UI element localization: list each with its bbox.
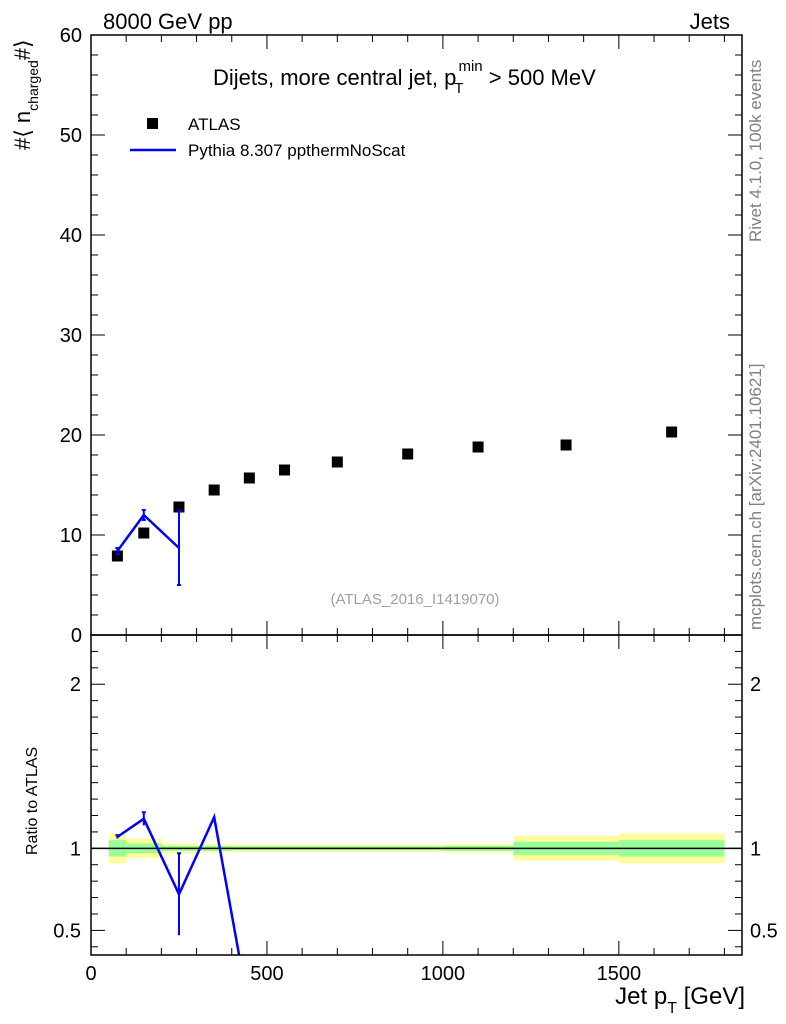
x-tick-label: 1500 xyxy=(597,963,642,985)
main-y-axis-label: #⟨ ncharged#⟩ xyxy=(10,39,41,150)
main-series-group xyxy=(111,426,678,586)
legend: ATLAS Pythia 8.307 ppthermNoScat xyxy=(130,115,406,160)
ratio-y-tick-label-right: 1 xyxy=(750,838,761,860)
x-tick-label: 500 xyxy=(250,963,283,985)
atlas-data-point xyxy=(331,456,343,468)
x-axis-label: Jet pT [GeV] xyxy=(615,983,745,1017)
rivet-version-label: Rivet 4.1.0, 100k events xyxy=(746,60,765,242)
xlabel-main-text: Jet p xyxy=(615,983,667,1010)
xlabel-tail-text: [GeV] xyxy=(677,983,745,1010)
axis-ticks xyxy=(90,34,742,955)
title-main-text: Dijets, more central jet, p xyxy=(213,65,456,90)
main-y-tick-label: 30 xyxy=(60,325,82,347)
ratio-y-tick-label-right: 0.5 xyxy=(750,920,778,942)
atlas-data-point xyxy=(111,550,123,562)
ratio-series-group xyxy=(115,811,241,955)
title-subscript: T xyxy=(454,80,463,97)
atlas-data-point xyxy=(472,441,484,453)
x-tick-label: 0 xyxy=(85,963,96,985)
atlas-data-point xyxy=(560,439,572,451)
legend-pythia-label: Pythia 8.307 ppthermNoScat xyxy=(188,141,406,160)
source-url-label: mcplots.cern.ch [arXiv:2401.10621] xyxy=(746,364,765,630)
ylabel-tail-text: #⟩ xyxy=(10,39,35,60)
x-tick-label: 1000 xyxy=(421,963,466,985)
main-y-tick-label: 20 xyxy=(60,425,82,447)
main-plot-title: Dijets, more central jet, pTmin > 500 Me… xyxy=(213,58,596,97)
atlas-data-point xyxy=(173,501,185,513)
ylabel-subscript: charged xyxy=(25,60,41,111)
header-right-label: Jets xyxy=(690,9,730,34)
atlas-data-point xyxy=(243,472,255,484)
main-y-tick-label: 50 xyxy=(60,125,82,147)
main-y-tick-label: 60 xyxy=(60,25,82,47)
title-superscript: min xyxy=(458,58,482,75)
legend-atlas-marker xyxy=(147,118,158,129)
atlas-data-point xyxy=(208,484,220,496)
atlas-data-point xyxy=(402,448,414,460)
title-tail-text: > 500 MeV xyxy=(483,65,596,90)
plot-layer: 0 500 1000 1500 0 10 20 30 40 50 60 0.5 0.5 1 1 2 2 xyxy=(53,25,778,985)
main-y-tick-label: 10 xyxy=(60,525,82,547)
legend-atlas-label: ATLAS xyxy=(188,115,241,134)
xlabel-subscript: T xyxy=(667,1000,677,1017)
ratio-plot-frame xyxy=(90,634,743,956)
analysis-watermark: (ATLAS_2016_I1419070) xyxy=(330,591,499,608)
header-left-label: 8000 GeV pp xyxy=(103,9,233,34)
main-y-tick-label: 40 xyxy=(60,225,82,247)
atlas-data-point xyxy=(279,464,291,476)
ratio-y-axis-label: Ratio to ATLAS xyxy=(24,747,41,855)
atlas-data-point xyxy=(666,426,678,438)
ratio-y-tick-label-left: 2 xyxy=(70,674,81,696)
ylabel-main-text: #⟨ n xyxy=(10,111,35,150)
ratio-y-tick-label-left: 0.5 xyxy=(53,920,81,942)
main-y-tick-label: 0 xyxy=(71,625,82,647)
atlas-data-point xyxy=(138,527,150,539)
ratio-y-tick-label-right: 2 xyxy=(750,674,761,696)
ratio-y-tick-label-left: 1 xyxy=(70,838,81,860)
